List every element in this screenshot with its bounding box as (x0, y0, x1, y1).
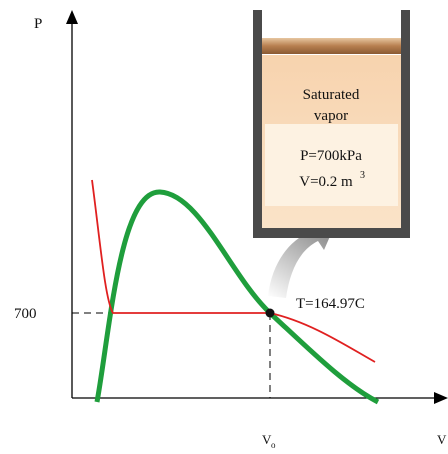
saturation-dome (94, 189, 380, 405)
piston (262, 38, 401, 54)
cylinder-base (253, 228, 410, 238)
cylinder-text: Saturated (303, 87, 360, 103)
volume-label: V (262, 432, 272, 447)
cylinder-wall-left (253, 10, 262, 238)
label-panel (265, 124, 398, 206)
x-axis-label: V (437, 432, 447, 447)
cylinder-text: vapor (314, 108, 348, 124)
volume-label-sub: o (271, 440, 276, 450)
isotherm (91, 179, 376, 363)
cylinder-volume-exp: 3 (360, 170, 365, 181)
x-arrow (434, 392, 448, 404)
temperature-label: T=164.97C (296, 296, 365, 312)
cylinder-pressure: P=700kPa (300, 148, 362, 164)
state-point (265, 308, 275, 318)
cylinder-volume: V=0.2 m (299, 174, 353, 190)
cylinder-wall-right (401, 10, 410, 238)
y-axis-label: P (34, 16, 42, 32)
y-arrow (66, 10, 78, 24)
pressure-label: 700 (14, 306, 37, 322)
